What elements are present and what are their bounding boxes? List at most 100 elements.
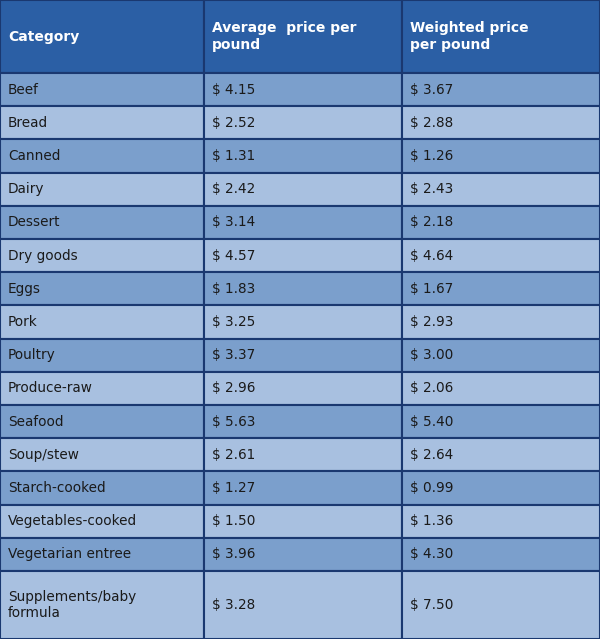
Text: Poultry: Poultry — [8, 348, 56, 362]
Bar — [0, 106, 204, 139]
Text: $ 2.42: $ 2.42 — [212, 182, 255, 196]
Bar — [0, 173, 204, 206]
Text: $ 2.93: $ 2.93 — [410, 315, 454, 329]
Text: $ 3.67: $ 3.67 — [410, 82, 453, 96]
Text: $ 1.31: $ 1.31 — [212, 149, 255, 163]
Text: $ 4.57: $ 4.57 — [212, 249, 256, 263]
Bar — [0, 305, 204, 339]
Bar — [204, 405, 402, 438]
Bar — [402, 505, 600, 538]
Bar — [0, 73, 204, 106]
Text: Dry goods: Dry goods — [8, 249, 78, 263]
Bar — [0, 505, 204, 538]
Bar — [402, 106, 600, 139]
Bar — [0, 272, 204, 305]
Text: $ 2.96: $ 2.96 — [212, 381, 256, 396]
Text: Category: Category — [8, 29, 79, 43]
Bar — [204, 505, 402, 538]
Bar — [204, 571, 402, 639]
Bar — [402, 206, 600, 239]
Bar — [204, 0, 402, 73]
Text: $ 5.40: $ 5.40 — [410, 415, 454, 429]
Text: Average  price per
pound: Average price per pound — [212, 21, 356, 52]
Bar — [402, 139, 600, 173]
Text: Pork: Pork — [8, 315, 38, 329]
Text: Beef: Beef — [8, 82, 39, 96]
Bar — [402, 372, 600, 405]
Bar — [204, 305, 402, 339]
Text: Bread: Bread — [8, 116, 48, 130]
Text: $ 2.64: $ 2.64 — [410, 448, 453, 462]
Bar — [402, 272, 600, 305]
Bar — [204, 73, 402, 106]
Bar — [0, 438, 204, 472]
Bar — [204, 538, 402, 571]
Bar — [204, 272, 402, 305]
Bar — [0, 206, 204, 239]
Bar — [402, 305, 600, 339]
Text: $ 3.37: $ 3.37 — [212, 348, 255, 362]
Text: $ 3.96: $ 3.96 — [212, 548, 256, 562]
Text: $ 1.83: $ 1.83 — [212, 282, 255, 296]
Text: $ 2.18: $ 2.18 — [410, 215, 453, 229]
Text: $ 3.00: $ 3.00 — [410, 348, 453, 362]
Text: $ 0.99: $ 0.99 — [410, 481, 454, 495]
Bar — [204, 173, 402, 206]
Text: $ 2.88: $ 2.88 — [410, 116, 453, 130]
Text: $ 3.25: $ 3.25 — [212, 315, 256, 329]
Text: $ 1.36: $ 1.36 — [410, 514, 453, 528]
Text: Supplements/baby
formula: Supplements/baby formula — [8, 590, 136, 620]
Bar — [204, 438, 402, 472]
Bar — [402, 405, 600, 438]
Bar — [204, 206, 402, 239]
Bar — [0, 239, 204, 272]
Bar — [402, 538, 600, 571]
Text: Vegetarian entree: Vegetarian entree — [8, 548, 131, 562]
Bar — [204, 106, 402, 139]
Text: Eggs: Eggs — [8, 282, 41, 296]
Bar — [402, 0, 600, 73]
Bar — [0, 571, 204, 639]
Bar — [0, 538, 204, 571]
Text: $ 1.26: $ 1.26 — [410, 149, 453, 163]
Text: $ 2.61: $ 2.61 — [212, 448, 255, 462]
Text: $ 4.30: $ 4.30 — [410, 548, 453, 562]
Text: $ 1.67: $ 1.67 — [410, 282, 453, 296]
Text: Seafood: Seafood — [8, 415, 64, 429]
Bar — [204, 239, 402, 272]
Text: $ 1.50: $ 1.50 — [212, 514, 256, 528]
Text: Vegetables-cooked: Vegetables-cooked — [8, 514, 137, 528]
Text: $ 2.52: $ 2.52 — [212, 116, 256, 130]
Bar — [402, 339, 600, 372]
Bar — [0, 405, 204, 438]
Text: $ 3.14: $ 3.14 — [212, 215, 255, 229]
Text: Canned: Canned — [8, 149, 61, 163]
Text: $ 7.50: $ 7.50 — [410, 598, 454, 612]
Bar — [0, 139, 204, 173]
Bar — [402, 571, 600, 639]
Text: Weighted price
per pound: Weighted price per pound — [410, 21, 529, 52]
Bar — [402, 438, 600, 472]
Text: Soup/stew: Soup/stew — [8, 448, 79, 462]
Bar — [0, 472, 204, 505]
Bar — [204, 372, 402, 405]
Bar — [402, 173, 600, 206]
Text: $ 3.28: $ 3.28 — [212, 598, 255, 612]
Text: Dessert: Dessert — [8, 215, 61, 229]
Text: $ 4.15: $ 4.15 — [212, 82, 256, 96]
Text: Produce-raw: Produce-raw — [8, 381, 93, 396]
Bar — [204, 472, 402, 505]
Bar — [204, 139, 402, 173]
Text: $ 5.63: $ 5.63 — [212, 415, 256, 429]
Bar — [402, 472, 600, 505]
Text: $ 2.06: $ 2.06 — [410, 381, 453, 396]
Text: $ 4.64: $ 4.64 — [410, 249, 453, 263]
Bar — [0, 372, 204, 405]
Bar — [402, 239, 600, 272]
Bar — [0, 339, 204, 372]
Text: $ 1.27: $ 1.27 — [212, 481, 255, 495]
Text: Starch-cooked: Starch-cooked — [8, 481, 106, 495]
Text: $ 2.43: $ 2.43 — [410, 182, 453, 196]
Text: Dairy: Dairy — [8, 182, 44, 196]
Bar — [402, 73, 600, 106]
